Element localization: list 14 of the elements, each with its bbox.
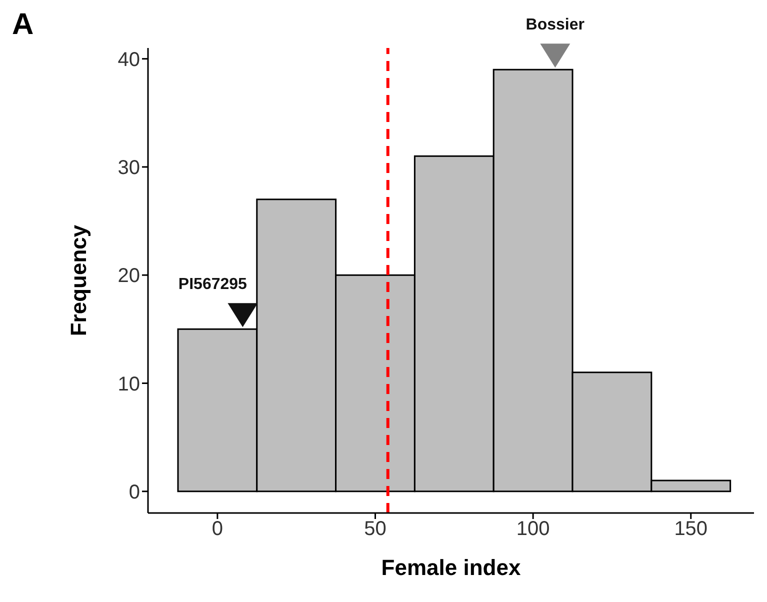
annotation: PI567295 [178,276,248,294]
x-axis-title: Female index [381,555,522,580]
x-tick-label: 0 [212,518,223,540]
x-tick-label: 100 [516,518,550,540]
y-tick-label: 40 [118,48,140,71]
y-axis-title: Frequency [66,224,91,336]
x-tick-label: 150 [674,518,708,540]
y-tick-label: 20 [118,265,140,288]
y-tick-label: 30 [118,157,140,180]
y-tick-label: 0 [128,481,140,504]
chart-title: A [12,8,34,42]
annotation: Bossier [526,16,585,34]
y-tick-label: 10 [118,373,140,396]
x-tick-label: 50 [364,518,386,540]
